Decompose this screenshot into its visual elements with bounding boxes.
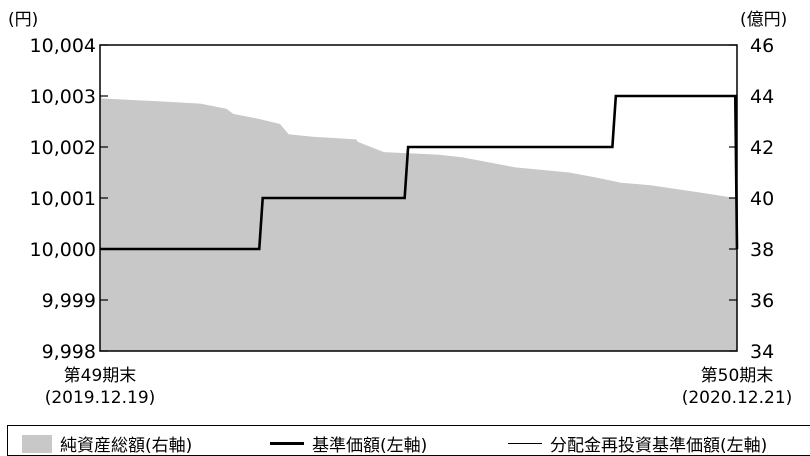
legend-item-nav: 基準価額(左軸) — [270, 431, 427, 456]
left-tick-label: 9,999 — [42, 290, 96, 312]
legend-swatch-nav — [270, 442, 304, 445]
right-tick-label: 40 — [750, 188, 774, 210]
right-axis-unit: (億円) — [740, 10, 787, 30]
left-tick-label: 10,004 — [30, 35, 96, 57]
legend-label-nav: 基準価額(左軸) — [312, 436, 428, 456]
legend-item-reinvested-nav: 分配金再投資基準価額(左軸) — [508, 431, 767, 456]
legend-label-net-assets: 純資産総額(右軸) — [60, 436, 193, 456]
left-tick-label: 10,003 — [30, 86, 96, 108]
legend-label-reinvested-nav: 分配金再投資基準価額(左軸) — [550, 436, 768, 456]
left-tick-label: 10,002 — [30, 137, 96, 159]
left-tick-label: 10,000 — [30, 239, 96, 261]
legend-item-net-assets: 純資産総額(右軸) — [22, 431, 192, 456]
series-nav-line — [100, 94, 739, 251]
x-label-start-period: 第49期末 — [64, 366, 137, 386]
right-tick-label: 46 — [750, 35, 774, 57]
series-net-assets-area — [100, 93, 737, 351]
legend: 純資産総額(右軸) 基準価額(左軸) 分配金再投資基準価額(左軸) — [7, 425, 810, 456]
x-label-end-date: (2020.12.21) — [682, 388, 793, 408]
x-label-start-date: (2019.12.19) — [45, 388, 156, 408]
legend-swatch-reinvested-nav — [508, 443, 542, 444]
legend-swatch-net-assets — [22, 434, 52, 453]
right-tick-label: 44 — [750, 86, 774, 108]
right-tick-label: 36 — [750, 290, 774, 312]
x-label-end-period: 第50期末 — [701, 366, 774, 386]
right-tick-label: 38 — [750, 239, 774, 261]
chart-svg: 10,004 10,003 10,002 10,001 10,000 9,999 9,998… — [8, 10, 793, 408]
left-tick-label: 10,001 — [30, 188, 96, 210]
left-tick-label: 9,998 — [42, 341, 96, 363]
right-tick-label: 42 — [750, 137, 774, 159]
left-axis-unit: (円) — [8, 10, 38, 30]
right-tick-label: 34 — [750, 341, 774, 363]
